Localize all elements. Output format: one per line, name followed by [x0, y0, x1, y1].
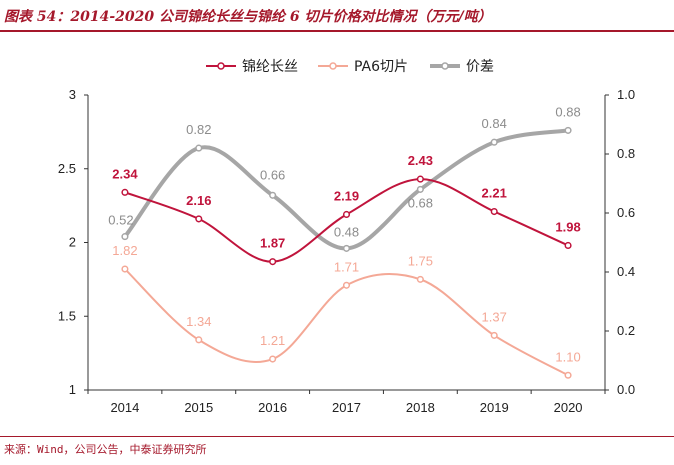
- data-label: 0.82: [186, 122, 211, 137]
- footer-rule: [0, 436, 674, 437]
- data-label: 2.16: [186, 193, 211, 208]
- data-point: [564, 126, 572, 134]
- data-point: [490, 207, 498, 216]
- data-point: [416, 185, 424, 193]
- data-point: [195, 215, 203, 223]
- legend-label: 锦纶长丝: [242, 58, 298, 75]
- figure-title: 图表 54：2014-2020 公司锦纶长丝与锦纶 6 切片价格对比情况（万元/…: [4, 9, 492, 25]
- data-label: 1.82: [112, 243, 137, 258]
- data-label: 1.37: [482, 309, 507, 324]
- legend-label: 价差: [466, 59, 494, 75]
- x-tick-label: 2016: [258, 400, 287, 415]
- y-left-tick-label: 1.5: [58, 308, 76, 323]
- data-label: 0.52: [108, 213, 133, 228]
- legend-swatch-marker: [329, 62, 337, 70]
- data-label: 1.71: [334, 259, 359, 274]
- title-rule: [0, 30, 674, 32]
- line-chart: 1 1.5 2 2.5 3 0.0 0.2 0.4 0.6 0.8 1.0 2014 2015 2016 2…: [58, 58, 635, 415]
- source-note: 来源：Wind，公司公告，中泰证券研究所: [4, 443, 207, 456]
- y-left-tick-label: 2: [69, 235, 76, 250]
- data-label: 1.34: [186, 314, 211, 329]
- data-point: [195, 144, 203, 152]
- legend-swatch-marker: [217, 62, 225, 70]
- y-right-tick-label: 0.6: [617, 205, 635, 220]
- x-tick-label: 2020: [554, 400, 583, 415]
- data-point: [121, 233, 129, 241]
- data-label: 0.88: [555, 104, 580, 119]
- y-left-tick-label: 2.5: [58, 161, 76, 176]
- data-point: [269, 258, 277, 266]
- x-tick-label: 2015: [184, 400, 213, 415]
- data-label: 0.66: [260, 167, 285, 182]
- data-label: 1.98: [555, 219, 580, 234]
- data-label: 2.43: [408, 153, 433, 168]
- data-point: [564, 371, 572, 379]
- legend-swatch-marker: [441, 62, 449, 70]
- data-label: 2.21: [482, 186, 507, 201]
- data-point: [490, 331, 498, 339]
- y-right-tick-label: 0.8: [617, 146, 635, 161]
- data-label: 1.87: [260, 236, 285, 251]
- data-point: [416, 175, 424, 183]
- data-label: 2.19: [334, 188, 359, 203]
- legend-label: PA6切片: [354, 59, 408, 75]
- data-point: [416, 275, 424, 283]
- y-right-tick-label: 0.2: [617, 323, 635, 338]
- data-label: 2.34: [112, 166, 138, 181]
- y-left-tick-label: 1: [69, 382, 76, 397]
- data-point: [121, 188, 129, 196]
- data-point: [121, 265, 129, 273]
- data-point: [342, 281, 351, 289]
- data-label: 1.75: [408, 253, 433, 268]
- data-label: 1.21: [260, 333, 285, 348]
- y-right-tick-label: 0.4: [617, 264, 635, 279]
- data-point: [269, 355, 277, 363]
- data-point: [564, 241, 572, 249]
- y-right-tick-label: 0.0: [617, 382, 635, 397]
- data-label: 1.10: [555, 349, 580, 364]
- x-tick-label: 2019: [480, 400, 509, 415]
- x-tick-label: 2014: [110, 400, 139, 415]
- x-tick-label: 2018: [406, 400, 435, 415]
- y-left-tick-label: 3: [69, 87, 76, 102]
- data-label: 0.68: [408, 195, 433, 210]
- data-point: [342, 210, 351, 219]
- y-right-tick-label: 1.0: [617, 87, 635, 102]
- data-point: [490, 138, 498, 146]
- x-tick-label: 2017: [332, 400, 361, 415]
- data-label: 0.48: [334, 224, 359, 239]
- data-point: [342, 244, 351, 252]
- data-point: [195, 336, 203, 344]
- data-label: 0.84: [482, 116, 507, 131]
- data-point: [269, 191, 277, 199]
